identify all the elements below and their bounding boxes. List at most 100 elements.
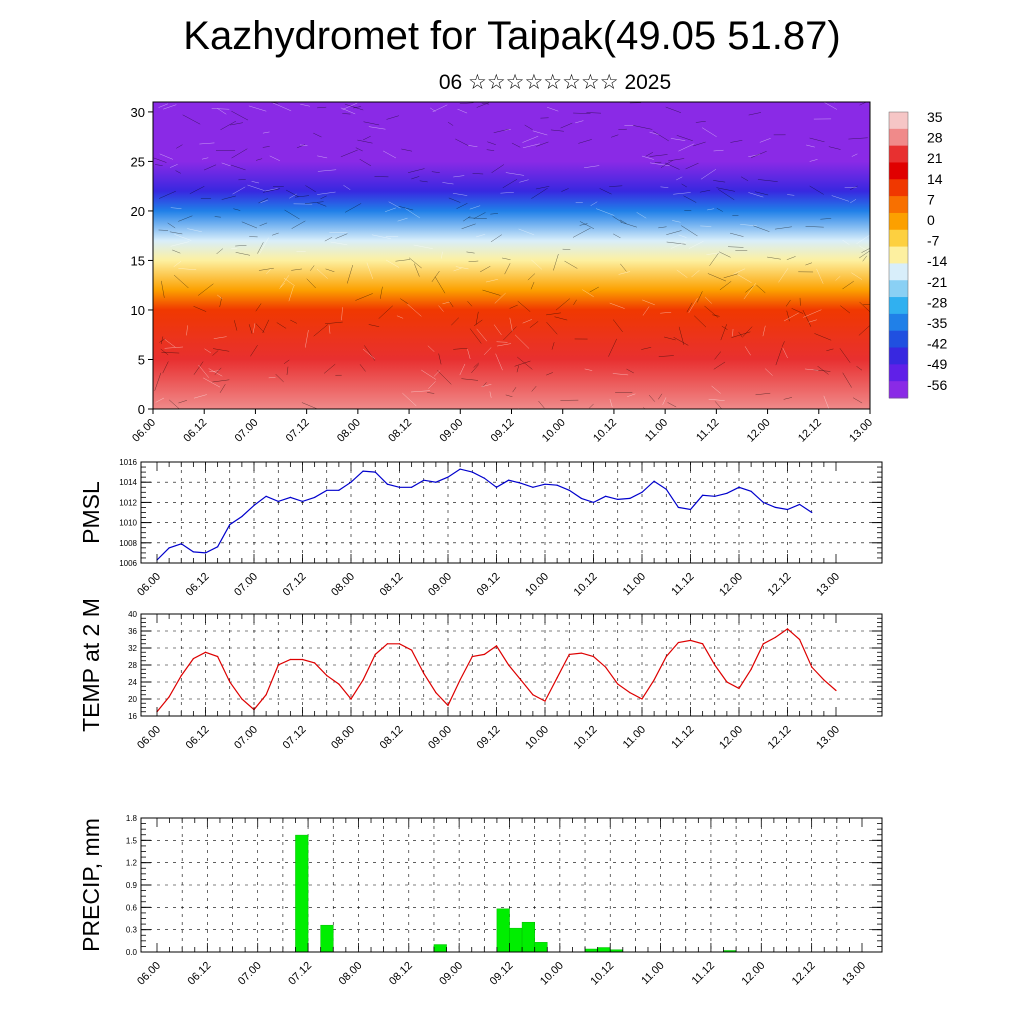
streamline bbox=[193, 305, 207, 312]
streamline bbox=[212, 379, 230, 383]
streamline bbox=[493, 324, 502, 336]
streamline bbox=[379, 286, 383, 299]
streamline bbox=[514, 334, 530, 349]
streamline bbox=[691, 270, 700, 278]
streamline bbox=[688, 298, 698, 313]
streamline bbox=[757, 179, 778, 182]
streamline bbox=[481, 384, 492, 387]
streamline bbox=[514, 360, 531, 367]
streamline bbox=[666, 230, 682, 235]
data-point bbox=[592, 501, 595, 503]
streamline bbox=[473, 319, 483, 327]
y-tick-label: 36 bbox=[128, 627, 137, 636]
streamline bbox=[641, 347, 652, 350]
data-point bbox=[217, 546, 219, 548]
streamline bbox=[787, 194, 795, 196]
streamline bbox=[676, 269, 688, 278]
streamline bbox=[344, 103, 364, 111]
streamline bbox=[516, 365, 519, 373]
streamline bbox=[582, 289, 594, 298]
streamline bbox=[262, 146, 270, 148]
streamline bbox=[232, 186, 246, 195]
streamline bbox=[170, 207, 182, 209]
heatmap-x-tick-label: 12.12 bbox=[796, 417, 824, 445]
y-tick-label: 0.9 bbox=[126, 881, 138, 890]
streamline bbox=[453, 175, 465, 178]
x-tick-label: 08.00 bbox=[337, 960, 365, 988]
data-point bbox=[301, 500, 304, 502]
streamline bbox=[642, 299, 655, 306]
y-axis-label: PRECIP, mm bbox=[78, 818, 104, 952]
x-tick-label: 07.12 bbox=[281, 724, 309, 752]
streamline bbox=[266, 268, 272, 275]
data-point bbox=[495, 486, 498, 488]
streamline bbox=[161, 352, 180, 354]
streamline bbox=[589, 286, 599, 293]
heatmap-x-tick-label: 07.12 bbox=[284, 417, 312, 445]
streamline bbox=[609, 302, 625, 309]
streamline bbox=[158, 103, 169, 108]
streamline bbox=[620, 221, 637, 228]
streamline bbox=[531, 385, 537, 392]
streamline bbox=[258, 267, 274, 271]
precip-bar bbox=[433, 944, 447, 953]
streamline bbox=[211, 108, 230, 110]
colorbar-swatch bbox=[889, 280, 908, 298]
streamline bbox=[429, 107, 436, 112]
streamline bbox=[716, 207, 723, 212]
streamline bbox=[681, 225, 698, 237]
streamline bbox=[463, 216, 471, 222]
x-tick-label: 12.00 bbox=[717, 571, 745, 599]
streamline bbox=[820, 218, 832, 220]
streamline bbox=[809, 185, 824, 195]
streamline bbox=[402, 392, 417, 407]
data-point bbox=[495, 645, 498, 647]
streamline bbox=[299, 144, 308, 146]
data-point bbox=[617, 498, 619, 500]
streamline bbox=[546, 322, 558, 335]
streamline bbox=[505, 172, 525, 176]
streamline bbox=[653, 131, 669, 142]
streamline bbox=[831, 195, 850, 202]
streamline bbox=[320, 195, 327, 200]
precip-panel: 0.0 0.3 0.6 0.9 1.2 1.5 1.8 06.00 06.12 07.00 07.1… bbox=[78, 814, 883, 988]
streamline bbox=[740, 224, 757, 227]
data-point bbox=[762, 643, 764, 645]
streamline bbox=[258, 198, 269, 204]
streamline bbox=[214, 216, 221, 218]
streamline bbox=[496, 341, 508, 343]
data-point bbox=[229, 681, 231, 683]
streamline bbox=[658, 226, 667, 229]
streamline bbox=[575, 120, 584, 124]
colorbar-frame bbox=[888, 111, 909, 399]
data-point bbox=[289, 496, 291, 498]
streamline bbox=[178, 215, 193, 222]
streamline bbox=[786, 310, 790, 322]
colorbar-swatch bbox=[889, 212, 908, 231]
streamline bbox=[197, 283, 214, 296]
streamline bbox=[173, 260, 182, 268]
colorbar-label: -14 bbox=[927, 253, 947, 269]
data-point bbox=[386, 643, 388, 645]
streamline bbox=[431, 171, 440, 173]
streamline bbox=[584, 165, 600, 169]
streamline bbox=[676, 176, 683, 181]
streamline bbox=[204, 348, 211, 354]
data-point bbox=[362, 470, 364, 472]
streamline bbox=[804, 368, 819, 371]
streamline bbox=[161, 280, 165, 298]
streamline bbox=[861, 247, 870, 253]
streamline bbox=[748, 192, 764, 198]
streamline bbox=[313, 132, 322, 138]
x-tick-label: 11.12 bbox=[690, 960, 717, 987]
streamline bbox=[649, 154, 668, 157]
streamline bbox=[153, 157, 167, 163]
streamline bbox=[461, 378, 479, 381]
streamline bbox=[475, 311, 479, 325]
streamline bbox=[518, 228, 535, 236]
colorbar-label: 0 bbox=[927, 212, 935, 228]
data-point bbox=[459, 679, 461, 681]
streamline bbox=[681, 183, 687, 188]
streamline bbox=[665, 106, 682, 113]
